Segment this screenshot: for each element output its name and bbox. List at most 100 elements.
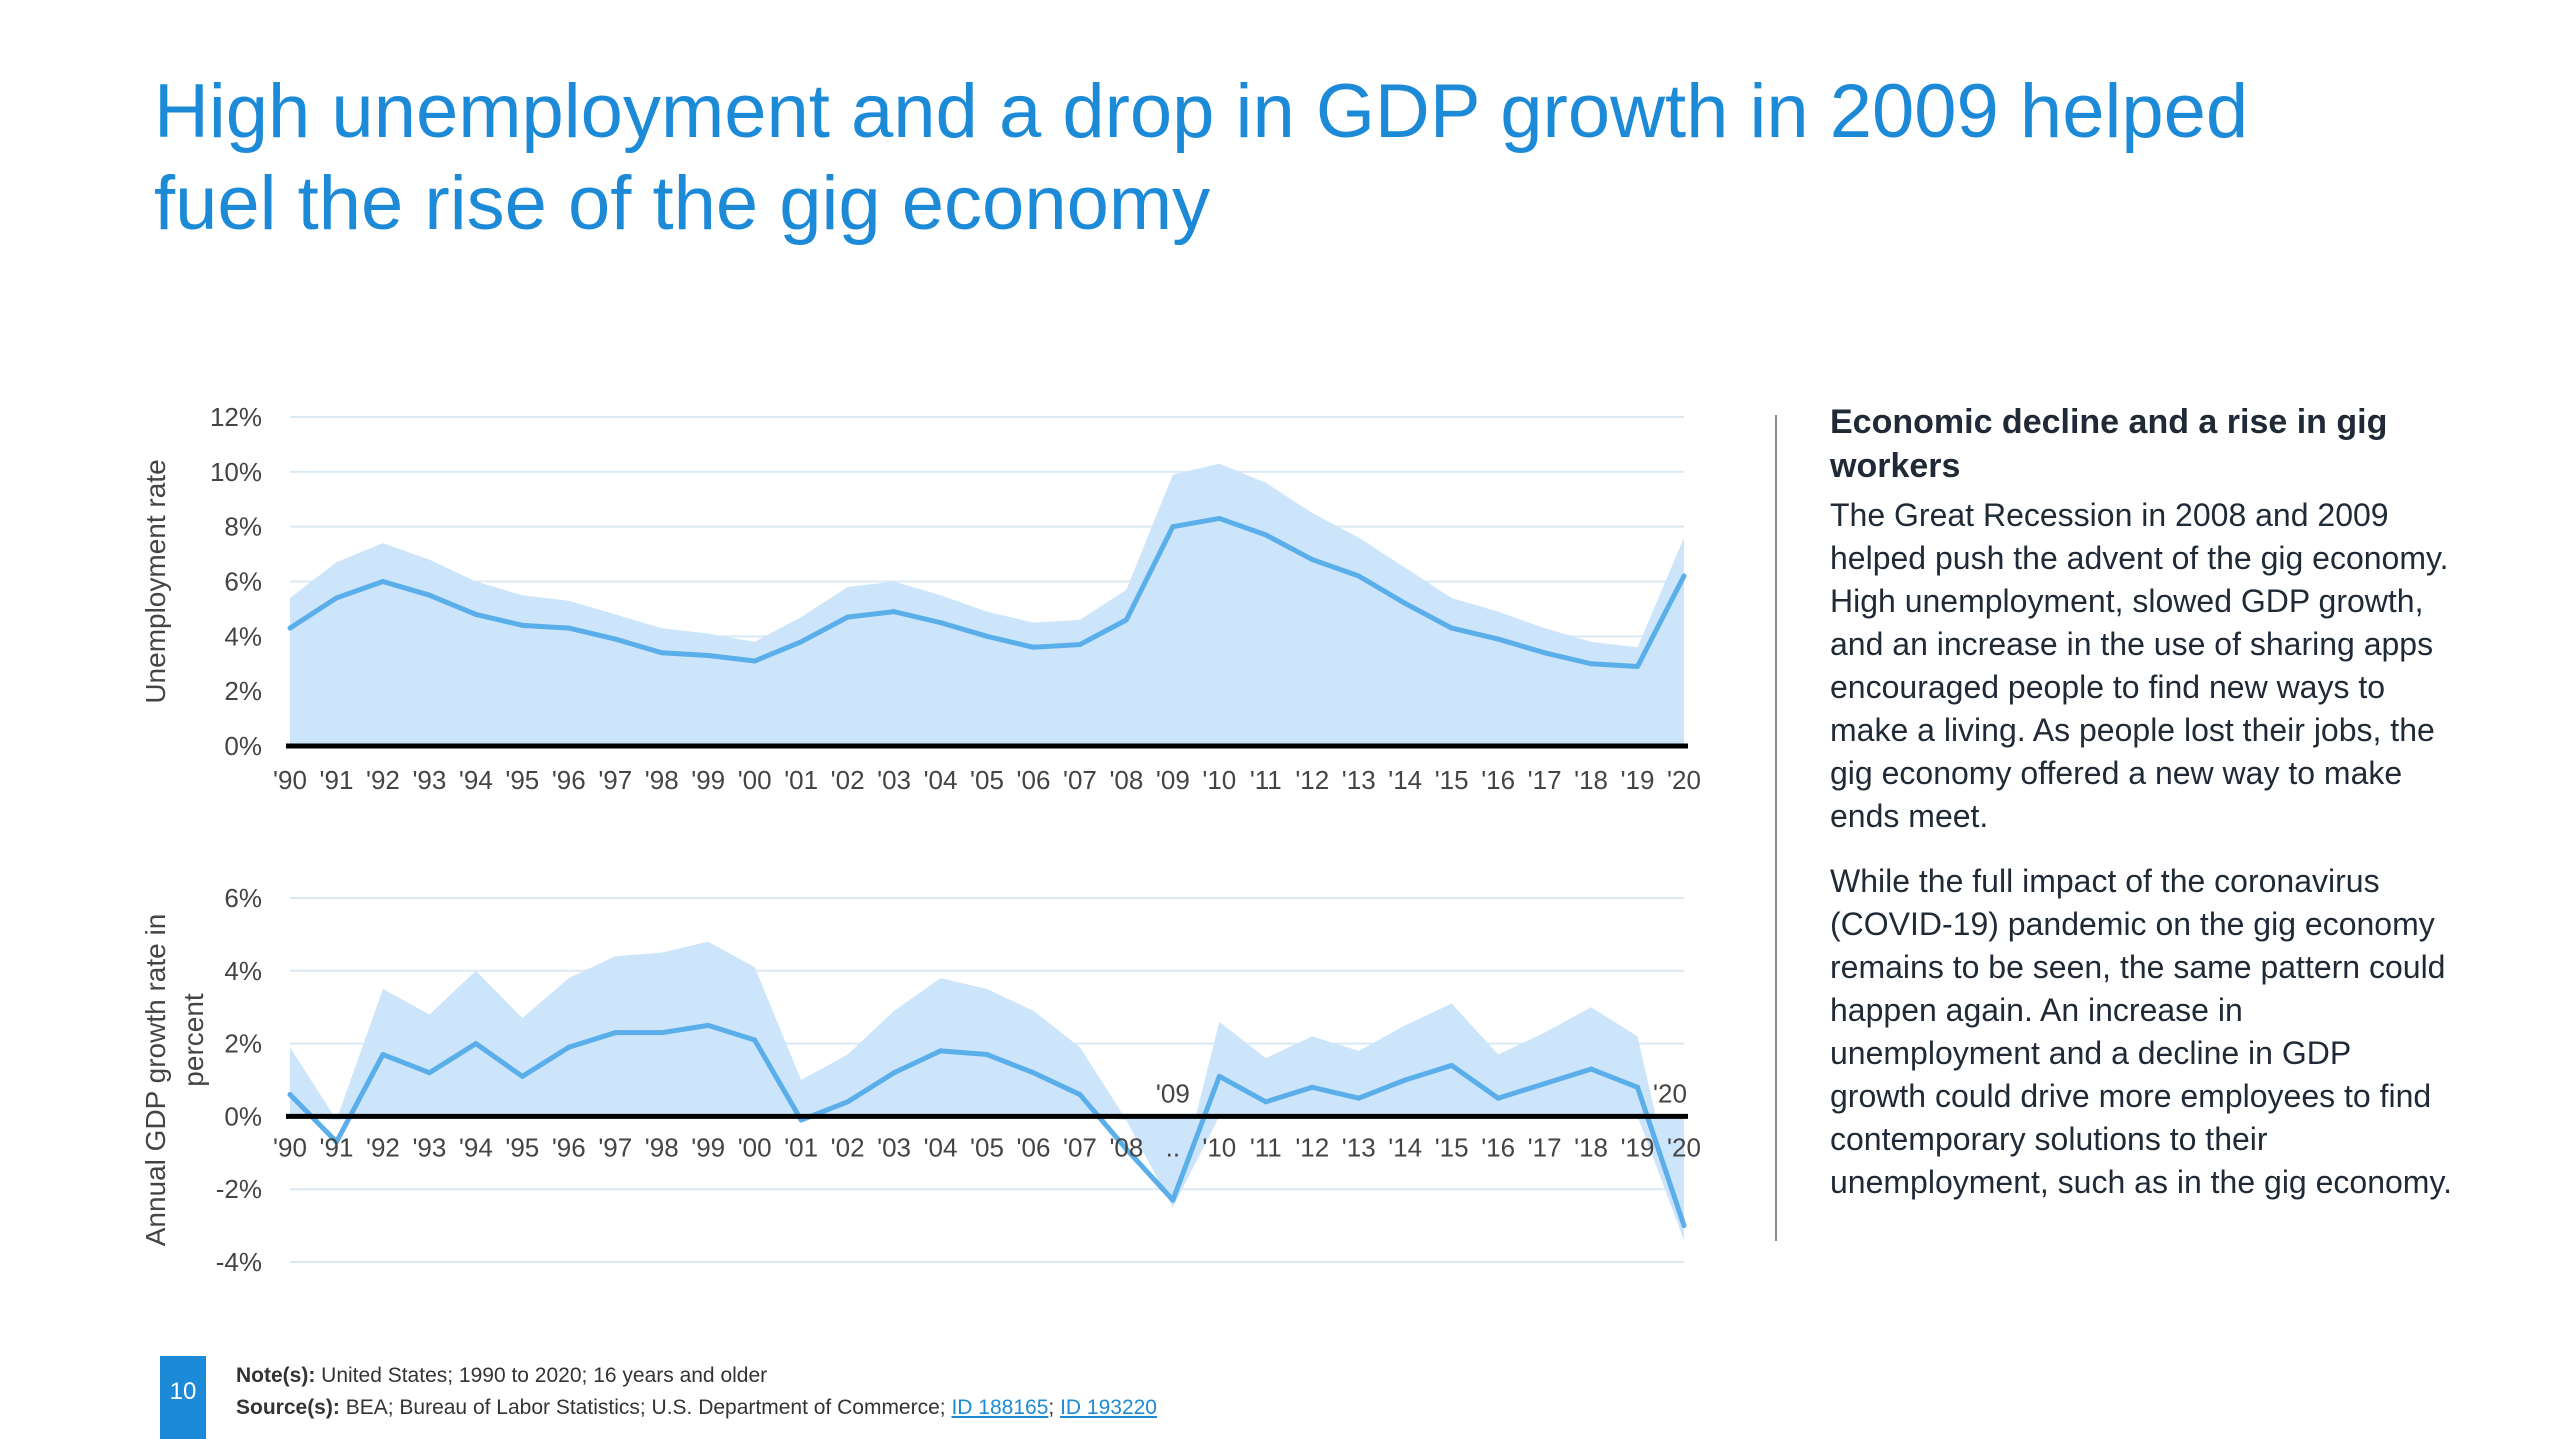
data-point: [612, 636, 618, 642]
x-tick-label: '92: [366, 1132, 400, 1162]
y-tick-label: 6%: [224, 883, 262, 913]
x-tick-label: '99: [691, 1132, 725, 1162]
data-point: [426, 1070, 432, 1076]
x-tick-label: '09: [1156, 765, 1190, 795]
data-point: [705, 1022, 711, 1028]
x-tick-label: '91: [320, 1132, 354, 1162]
source-link-2[interactable]: ID 193220: [1060, 1396, 1157, 1419]
data-point: [287, 1092, 293, 1098]
x-tick-label: '20: [1667, 1132, 1701, 1162]
x-tick-label: '13: [1342, 765, 1376, 795]
x-tick-label: '19: [1621, 765, 1655, 795]
x-tick-label: '12: [1295, 1132, 1329, 1162]
x-tick-label: '01: [784, 765, 818, 795]
data-point: [1402, 600, 1408, 606]
data-point: [845, 614, 851, 620]
data-point: [1170, 524, 1176, 530]
data-point: [1681, 573, 1687, 579]
x-tick-label: '99: [691, 765, 725, 795]
y-tick-label: 0%: [224, 1101, 262, 1131]
charts-canvas: 0% 2% 4% 6% 8% 10% 12% '90 '91 '92 '93 '94 '95 '96 '97…: [140, 402, 1701, 1277]
data-point: [1030, 644, 1036, 650]
data-point: [1356, 1095, 1362, 1101]
x-tick-label: '00: [738, 765, 772, 795]
data-point: [1402, 1077, 1408, 1083]
page-title: High unemployment and a drop in GDP grow…: [154, 69, 2249, 246]
data-point: [891, 609, 897, 615]
y-tick-label: 2%: [224, 676, 262, 706]
data-point: [1077, 642, 1083, 648]
data-point: [566, 1044, 572, 1050]
series-area: [290, 463, 1684, 746]
data-point: [1449, 1062, 1455, 1068]
page-number: 10: [169, 1378, 197, 1405]
x-tick-label: '00: [738, 1132, 772, 1162]
x-tick-label: '02: [831, 1132, 865, 1162]
data-point: [1263, 532, 1269, 538]
side-paragraph-2: While the full impact of the coronavirus…: [1830, 863, 2452, 1200]
data-point: [1263, 1099, 1269, 1105]
x-tick-label: '94: [459, 1132, 493, 1162]
data-point: [1123, 617, 1129, 623]
data-point: [659, 650, 665, 656]
y-tick-label: 4%: [224, 621, 262, 651]
data-point: [1309, 557, 1315, 563]
data-point: [566, 625, 572, 631]
x-tick-label: '05: [970, 765, 1004, 795]
note-label: Note(s):: [236, 1364, 316, 1387]
data-point: [333, 1139, 339, 1145]
data-point: [519, 622, 525, 628]
data-point: [845, 1099, 851, 1105]
source-text: BEA; Bureau of Labor Statistics; U.S. De…: [345, 1396, 946, 1419]
data-point: [287, 625, 293, 631]
gdp-growth-chart: -4% -2% 0% 2% 4% 6% '90 '91 '92 '93 '94 '95 '96 '97 '9…: [140, 883, 1701, 1277]
x-tick-label: '17: [1528, 765, 1562, 795]
x-tick-label: '95: [505, 765, 539, 795]
x-tick-label: '17: [1528, 1132, 1562, 1162]
x-tick-label: '98: [645, 1132, 679, 1162]
data-point: [938, 1048, 944, 1054]
data-point: [1030, 1070, 1036, 1076]
series-area: [290, 941, 1684, 1241]
annotation-label: '09: [1156, 1078, 1190, 1108]
y-tick-label: 0%: [224, 731, 262, 761]
x-tick-label: '04: [924, 765, 958, 795]
data-point: [473, 611, 479, 617]
x-tick-label: '07: [1063, 1132, 1097, 1162]
x-tick-label: '03: [877, 765, 911, 795]
x-tick-label: '16: [1481, 765, 1515, 795]
side-paragraph-1: The Great Recession in 2008 and 2009 hel…: [1830, 497, 2449, 834]
x-tick-label: '11: [1250, 1132, 1282, 1162]
x-tick-label: '15: [1435, 765, 1469, 795]
x-tick-label: '10: [1202, 1132, 1236, 1162]
y-axis-label: Unemployment rate: [140, 459, 171, 703]
x-tick-label: '92: [366, 765, 400, 795]
source-label: Source(s):: [236, 1396, 340, 1419]
side-panel: Economic decline and a rise in gig worke…: [1830, 400, 2455, 1226]
x-tick-label: '90: [273, 765, 307, 795]
x-tick-label: '08: [1109, 765, 1143, 795]
data-point: [612, 1030, 618, 1036]
x-tick-label: '20: [1667, 765, 1701, 795]
data-point: [380, 1052, 386, 1058]
data-point: [1216, 515, 1222, 521]
x-tick-label: '97: [598, 765, 632, 795]
page-number-box: [160, 1356, 206, 1439]
x-tick-label: '11: [1250, 765, 1282, 795]
data-point: [752, 1037, 758, 1043]
data-point: [891, 1070, 897, 1076]
x-tick-label: '14: [1388, 765, 1422, 795]
source-line: Source(s): BEA; Bureau of Labor Statisti…: [236, 1392, 1157, 1424]
x-tick-label: '93: [412, 1132, 446, 1162]
source-link-1[interactable]: ID 188165: [951, 1396, 1049, 1419]
data-point: [705, 653, 711, 659]
data-point: [798, 639, 804, 645]
data-point: [752, 658, 758, 664]
y-tick-label: 12%: [210, 402, 262, 432]
data-point: [659, 1030, 665, 1036]
x-tick-label: '15: [1435, 1132, 1469, 1162]
x-tick-label: '98: [645, 765, 679, 795]
data-point: [1635, 663, 1641, 669]
data-point: [1588, 1066, 1594, 1072]
link-separator: ;: [1048, 1396, 1055, 1419]
